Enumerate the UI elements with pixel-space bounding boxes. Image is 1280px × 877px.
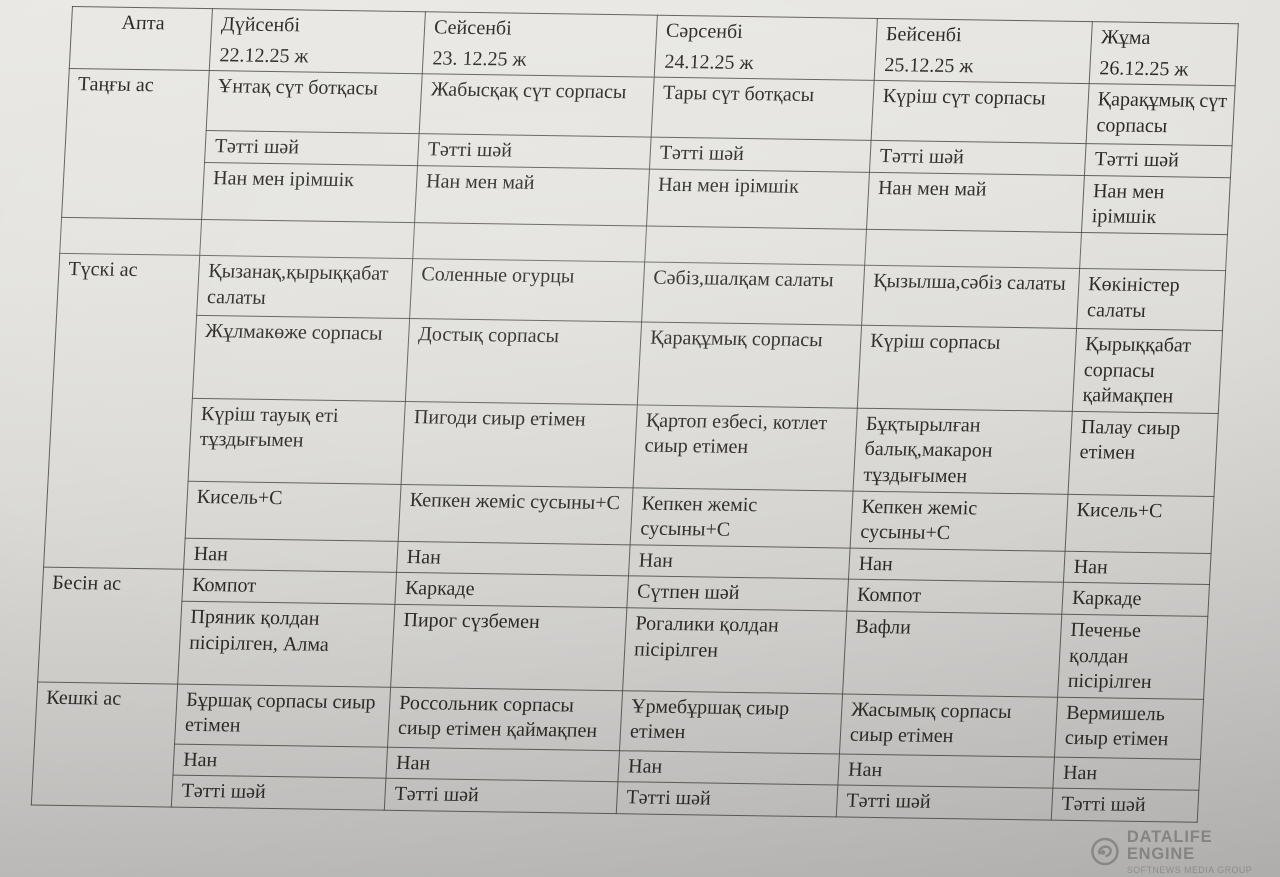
menu-cell: Нан [628,544,851,580]
menu-cell: Тәтті шәй [1051,788,1199,823]
section-label: Бесін ас [37,567,184,684]
datalife-engine-logo-icon [1091,838,1119,866]
menu-cell: Нан мен май [866,172,1085,233]
menu-cell: Қарақұмық сорпасы [637,321,862,408]
menu-cell [644,226,867,266]
menu-cell: Нан мен ірімшік [1081,175,1231,235]
menu-cell: Кепкен жеміс сусыны+С [850,490,1069,552]
menu-cell: Нан [385,746,620,782]
menu-cell: Күріш сорпасы [857,325,1077,412]
day-date: 23. 12.25 ж [431,46,527,71]
menu-cell: Қызылша,сәбіз салаты [861,265,1080,329]
section-label: Таңғы ас [61,68,210,220]
day-name: Сейсенбі [433,16,513,40]
corner-header: Апта [69,6,213,71]
weekly-menu-table: Апта Дүйсенбі 22.12.25 ж Сейсенбі 23. 12… [31,6,1239,823]
day-header-monday: Дүйсенбі 22.12.25 ж [209,8,426,74]
menu-cell: Қырыққабат сорпасы қаймақпен [1072,328,1223,414]
menu-cell: Бұршақ сорпасы сиыр етімен [174,683,391,747]
menu-cell: Печенье қолдан пісірілген [1057,614,1208,700]
menu-cell: Вафли [842,610,1062,697]
menu-cell: Тәтті шәй [869,140,1087,176]
menu-cell: Россольник сорпасы сиыр етімен қаймақпен [387,686,623,751]
spacer-cell [59,217,202,256]
day-header-thursday: Бейсенбі 25.12.25 ж [874,18,1093,84]
day-date: 22.12.25 ж [219,43,309,68]
day-date: 25.12.25 ж [883,53,974,77]
day-date: 24.12.25 ж [663,50,754,74]
menu-cell: Нан мен ірімшік [201,162,418,223]
watermark-text: DATALIFE ENGINE SOFTNEWS MEDIA GROUP [1126,828,1280,875]
menu-cell: Сүтпен шәй [626,576,849,611]
menu-cell: Нан мен май [414,165,650,227]
menu-cell: Нан [617,750,840,786]
menu-cell [199,219,415,259]
menu-cell: Қарақұмық сүт сорпасы [1086,83,1236,146]
day-date: 26.12.25 ж [1098,56,1189,81]
menu-cell: Компот [846,579,1064,615]
menu-cell: Тәтті шәй [836,785,1053,820]
menu-cell [864,229,1082,269]
menu-cell [1079,232,1228,271]
menu-cell: Каркаде [394,572,629,608]
menu-cell: Нан мен ірімшік [646,168,870,230]
menu-cell: Каркаде [1061,582,1210,617]
watermark-title: DATALIFE ENGINE [1126,828,1213,864]
menu-cell: Тәтті шәй [384,778,618,814]
day-name: Жұма [1100,26,1151,49]
menu-cell: Достық сорпасы [405,318,642,405]
menu-cell: Тары сүт ботқасы [651,77,875,141]
menu-cell: Ұрмебұршақ сиыр етімен [619,690,843,754]
day-header-friday: Жұма 26.12.25 ж [1089,21,1239,86]
menu-cell: Ұнтақ сүт ботқасы [206,70,423,134]
menu-cell: Пряник қолдан пісірілген, Алма [177,601,395,687]
menu-cell: Соленные огурцы [409,258,645,322]
menu-cell: Палау сиыр етімен [1068,411,1219,497]
menu-cell: Күріш тауық еті тұздығымен [188,398,406,484]
menu-cell: Тәтті шәй [417,133,652,169]
watermark: DATALIFE ENGINE SOFTNEWS MEDIA GROUP [1090,828,1280,875]
watermark-subtitle: SOFTNEWS MEDIA GROUP [1126,864,1253,875]
menu-cell: Күріш сүт сорпасы [871,80,1090,144]
menu-cell: Нан [183,537,399,573]
menu-cell: Қызанақ,қырыққабат салаты [196,255,413,319]
section-label: Кешкі ас [31,681,178,807]
menu-cell: Рогалики қолдан пісірілген [622,607,847,694]
menu-cell: Тәтті шәй [204,130,420,166]
menu-table-wrap: Апта Дүйсенбі 22.12.25 ж Сейсенбі 23. 12… [31,6,1240,823]
menu-cell: Жабысқақ сүт сорпасы [419,73,655,138]
menu-cell: Нан [848,547,1066,583]
menu-cell: Пигоди сиыр етімен [401,401,638,488]
section-label: Түскі ас [43,253,200,570]
day-name: Дүйсенбі [220,13,301,37]
menu-cell: Нан [172,743,388,779]
menu-cell: Нан [1063,551,1212,585]
menu-cell: Тәтті шәй [1084,143,1233,178]
menu-cell: Нан [1052,756,1201,791]
menu-cell: Кисель+С [1065,493,1215,554]
menu-cell: Компот [181,569,397,605]
menu-cell: Сәбіз,шалқам салаты [641,261,865,326]
menu-cell: Нан [837,753,1055,789]
menu-cell: Вермишель сиыр етімен [1054,696,1204,760]
day-header-tuesday: Сейсенбі 23. 12.25 ж [422,11,658,78]
menu-cell: Көкіністер салаты [1076,268,1226,331]
menu-cell: Пирог сүзбемен [390,604,627,691]
menu-cell: Тәтті шәй [616,781,838,817]
menu-cell: Нан [396,541,631,577]
menu-cell: Бұқтырылған балық,макарон тұздығымен [853,407,1073,494]
menu-cell: Кепкен жеміс сусыны+С [630,487,854,548]
menu-cell: Кисель+С [185,480,402,542]
menu-cell: Жұлмакөже сорпасы [192,315,410,402]
day-name: Сәрсенбі [665,19,744,43]
menu-cell [412,222,647,262]
day-name: Бейсенбі [885,23,963,47]
menu-cell: Тәтті шәй [171,775,386,811]
day-header-wednesday: Сәрсенбі 24.12.25 ж [654,15,878,81]
menu-cell: Жасымық сорпасы сиыр етімен [839,693,1058,757]
menu-cell: Кепкен жеміс сусыны+С [398,483,634,545]
menu-cell: Тәтті шәй [649,137,872,173]
menu-cell: Қартоп езбесі, котлет сиыр етімен [633,404,858,491]
